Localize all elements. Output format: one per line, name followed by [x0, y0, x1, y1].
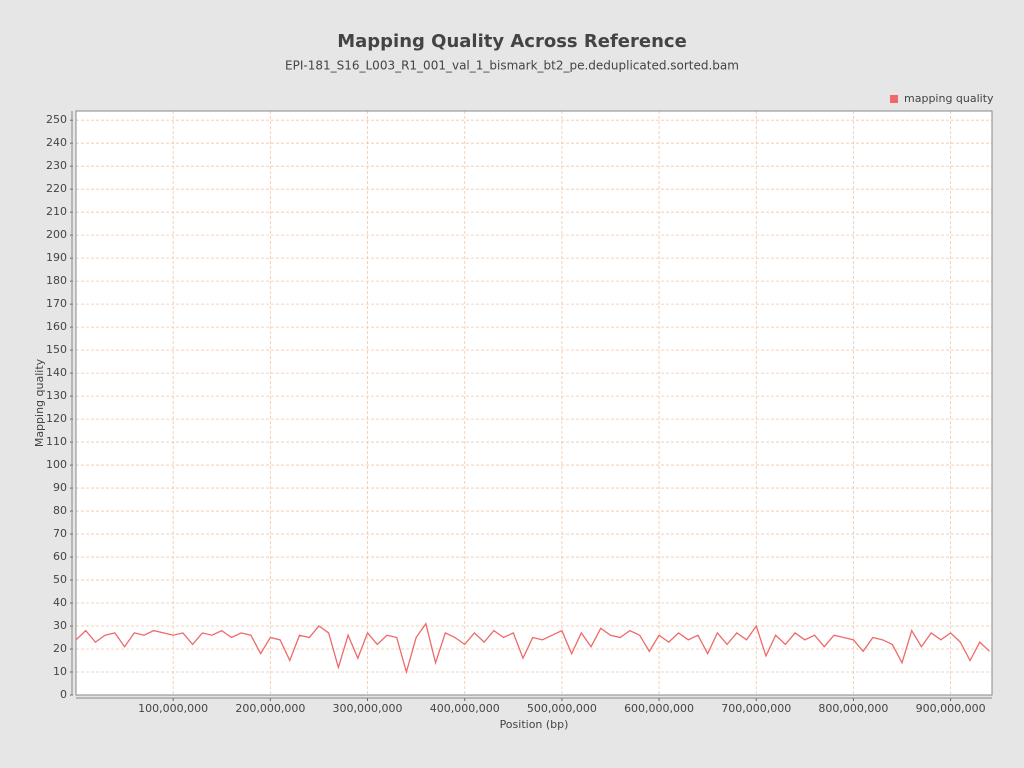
x-tick-label: 100,000,000 — [138, 702, 208, 715]
y-tick-label: 220 — [46, 182, 67, 195]
y-tick-label: 120 — [46, 412, 67, 425]
y-tick-label: 140 — [46, 366, 67, 379]
x-tick-label: 300,000,000 — [333, 702, 403, 715]
y-tick-label: 60 — [53, 550, 67, 563]
y-tick-label: 150 — [46, 343, 67, 356]
y-axis-label: Mapping quality — [33, 358, 46, 447]
plot-area — [76, 111, 992, 695]
y-tick-label: 100 — [46, 458, 67, 471]
y-tick-label: 180 — [46, 274, 67, 287]
x-axis-label: Position (bp) — [500, 718, 569, 731]
y-tick-label: 0 — [60, 688, 67, 701]
x-tick-label: 500,000,000 — [527, 702, 597, 715]
x-tick-label: 200,000,000 — [235, 702, 305, 715]
y-tick-label: 90 — [53, 481, 67, 494]
y-tick-label: 50 — [53, 573, 67, 586]
data-line — [75, 622, 990, 675]
y-tick-label: 70 — [53, 527, 67, 540]
x-tick-label: 800,000,000 — [818, 702, 888, 715]
x-tick-label: 600,000,000 — [624, 702, 694, 715]
y-tick-label: 190 — [46, 251, 67, 264]
y-tick-label: 40 — [53, 596, 67, 609]
chart-subtitle: EPI-181_S16_L003_R1_001_val_1_bismark_bt… — [285, 59, 739, 73]
y-tick-label: 170 — [46, 297, 67, 310]
y-tick-label: 200 — [46, 228, 67, 241]
y-tick-label: 210 — [46, 205, 67, 218]
y-tick-label: 80 — [53, 504, 67, 517]
legend-label: mapping quality — [904, 92, 994, 105]
chart-title: Mapping Quality Across Reference — [337, 31, 687, 52]
y-tick-label: 250 — [46, 113, 67, 126]
y-tick-label: 10 — [53, 665, 67, 678]
y-tick-label: 110 — [46, 435, 67, 448]
x-tick-label: 700,000,000 — [721, 702, 791, 715]
plot-border — [75, 110, 993, 696]
y-tick-label: 20 — [53, 642, 67, 655]
y-tick-label: 30 — [53, 619, 67, 632]
y-tick-label: 230 — [46, 159, 67, 172]
y-tick-label: 240 — [46, 136, 67, 149]
y-tick-label: 130 — [46, 389, 67, 402]
y-tick-label: 160 — [46, 320, 67, 333]
legend-swatch — [890, 95, 898, 103]
x-tick-label: 900,000,000 — [916, 702, 986, 715]
x-tick-label: 400,000,000 — [430, 702, 500, 715]
